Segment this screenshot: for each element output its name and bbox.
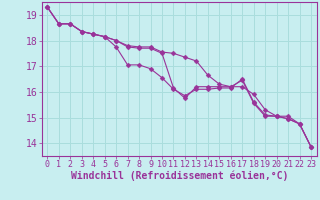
X-axis label: Windchill (Refroidissement éolien,°C): Windchill (Refroidissement éolien,°C) — [70, 171, 288, 181]
